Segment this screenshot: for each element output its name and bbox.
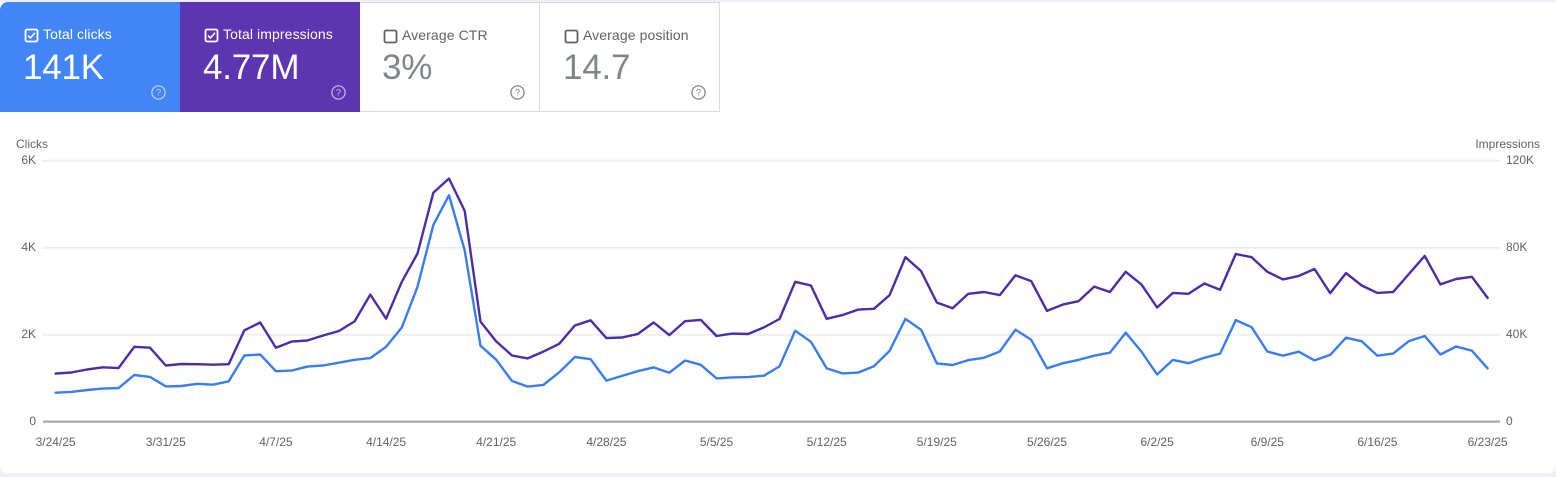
svg-text:120K: 120K bbox=[1506, 153, 1534, 167]
svg-text:5/5/25: 5/5/25 bbox=[700, 435, 734, 449]
svg-text:0: 0 bbox=[29, 414, 36, 428]
svg-text:?: ? bbox=[156, 88, 161, 99]
svg-text:4/14/25: 4/14/25 bbox=[366, 435, 406, 449]
svg-text:4/21/25: 4/21/25 bbox=[476, 435, 516, 449]
svg-text:?: ? bbox=[336, 88, 341, 99]
svg-text:5/26/25: 5/26/25 bbox=[1027, 435, 1067, 449]
svg-text:6/9/25: 6/9/25 bbox=[1251, 435, 1285, 449]
svg-text:?: ? bbox=[515, 88, 520, 99]
svg-text:3/31/25: 3/31/25 bbox=[146, 435, 186, 449]
svg-text:6/2/25: 6/2/25 bbox=[1140, 435, 1174, 449]
svg-text:6/23/25: 6/23/25 bbox=[1468, 435, 1508, 449]
svg-text:6/16/25: 6/16/25 bbox=[1357, 435, 1397, 449]
svg-text:40K: 40K bbox=[1506, 327, 1527, 341]
svg-text:?: ? bbox=[696, 88, 701, 99]
svg-text:Impressions: Impressions bbox=[1475, 137, 1540, 151]
svg-text:5/19/25: 5/19/25 bbox=[917, 435, 957, 449]
svg-text:80K: 80K bbox=[1506, 240, 1527, 254]
svg-text:0: 0 bbox=[1506, 414, 1513, 428]
svg-text:2K: 2K bbox=[21, 327, 36, 341]
svg-text:4/28/25: 4/28/25 bbox=[586, 435, 626, 449]
svg-text:3/24/25: 3/24/25 bbox=[36, 435, 76, 449]
svg-text:5/12/25: 5/12/25 bbox=[807, 435, 847, 449]
svg-text:4K: 4K bbox=[21, 240, 36, 254]
svg-text:6K: 6K bbox=[21, 153, 36, 167]
svg-text:4/7/25: 4/7/25 bbox=[259, 435, 293, 449]
svg-text:Clicks: Clicks bbox=[16, 137, 48, 151]
